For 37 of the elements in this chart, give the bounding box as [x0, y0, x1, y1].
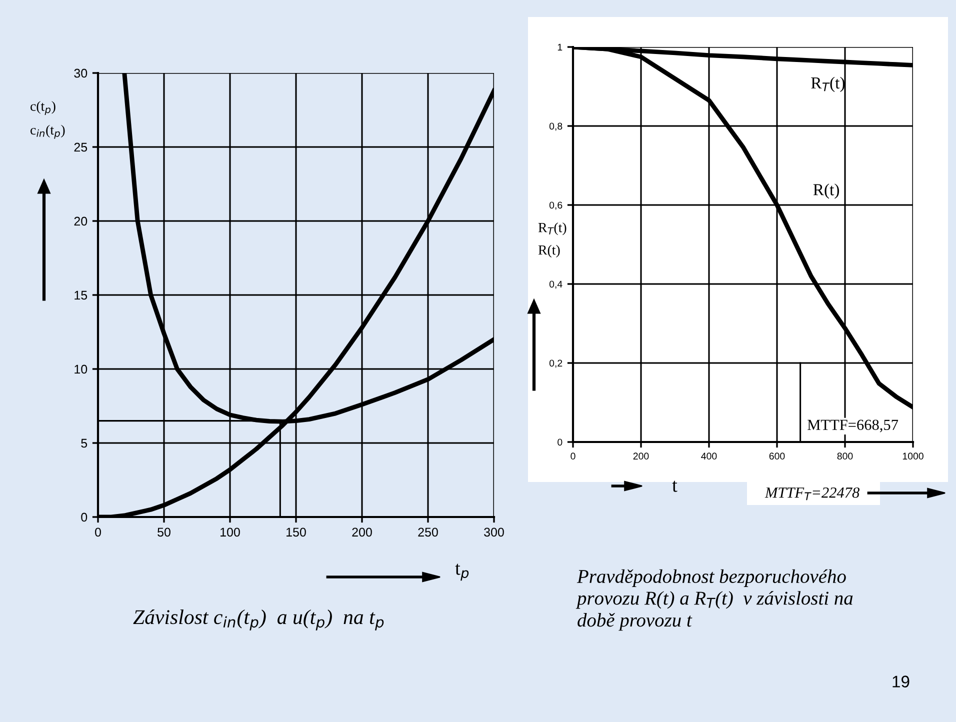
y-tick-label: 0,2 [549, 360, 562, 368]
x-tick-label: 400 [701, 452, 717, 460]
y-tick-label: 20 [74, 216, 88, 226]
y-tick-label: 30 [74, 68, 88, 78]
x-axis-title: t$_{p}$ [455, 564, 469, 581]
text: MTTF$_{T}$=22478 [764, 487, 860, 500]
text: R(t) [813, 184, 839, 199]
y-tick-label: 15 [74, 290, 88, 300]
y-tick-label: 0 [81, 512, 88, 522]
y-tick-label: 0,6 [549, 202, 562, 210]
text: c(t$_{p}$) c$_{in}$(t$_{p}$) [30, 101, 65, 139]
x-tick-label: 0 [570, 452, 576, 460]
x-tick-label: 300 [484, 528, 504, 537]
ref-line-label: MTTF=668,57 [808, 420, 898, 432]
x-tick-label: 200 [633, 452, 649, 460]
x-tick-label: 1000 [902, 452, 924, 460]
x-tick-label: 0 [95, 528, 101, 537]
y-tick-label: 10 [74, 364, 88, 374]
x-tick-label: 50 [158, 528, 170, 537]
x-tick-label: 800 [837, 452, 853, 460]
x-tick-label: 150 [286, 528, 306, 537]
y-tick-label: 25 [74, 142, 88, 152]
y-tick-label: 0,4 [549, 280, 562, 289]
text: 19 [892, 676, 910, 688]
text: Závislost c$_{in}$(t$_{p}$) a u(t$_{p}$) na t$_{p}$ [133, 609, 384, 630]
y-tick-label: 0 [558, 438, 562, 446]
y-axis-title: R$_{T}$(t) R(t) [538, 222, 566, 258]
text: Pravděpodobnost bezporuchového provozu R(t) a R$_{T}$(t) v závislosti na době provozu t [576, 569, 853, 631]
x-tick-label: 100 [220, 528, 240, 537]
x-tick-label: 600 [769, 452, 785, 460]
x-tick-label: 250 [418, 528, 438, 537]
y-tick-label: 0,8 [549, 122, 562, 131]
x-axis-title: t [672, 480, 678, 492]
y-tick-label: 1 [558, 44, 562, 51]
series-label: R$_{T}$(t) [811, 76, 845, 92]
y-tick-label: 5 [81, 438, 88, 448]
x-tick-label: 200 [352, 528, 372, 537]
